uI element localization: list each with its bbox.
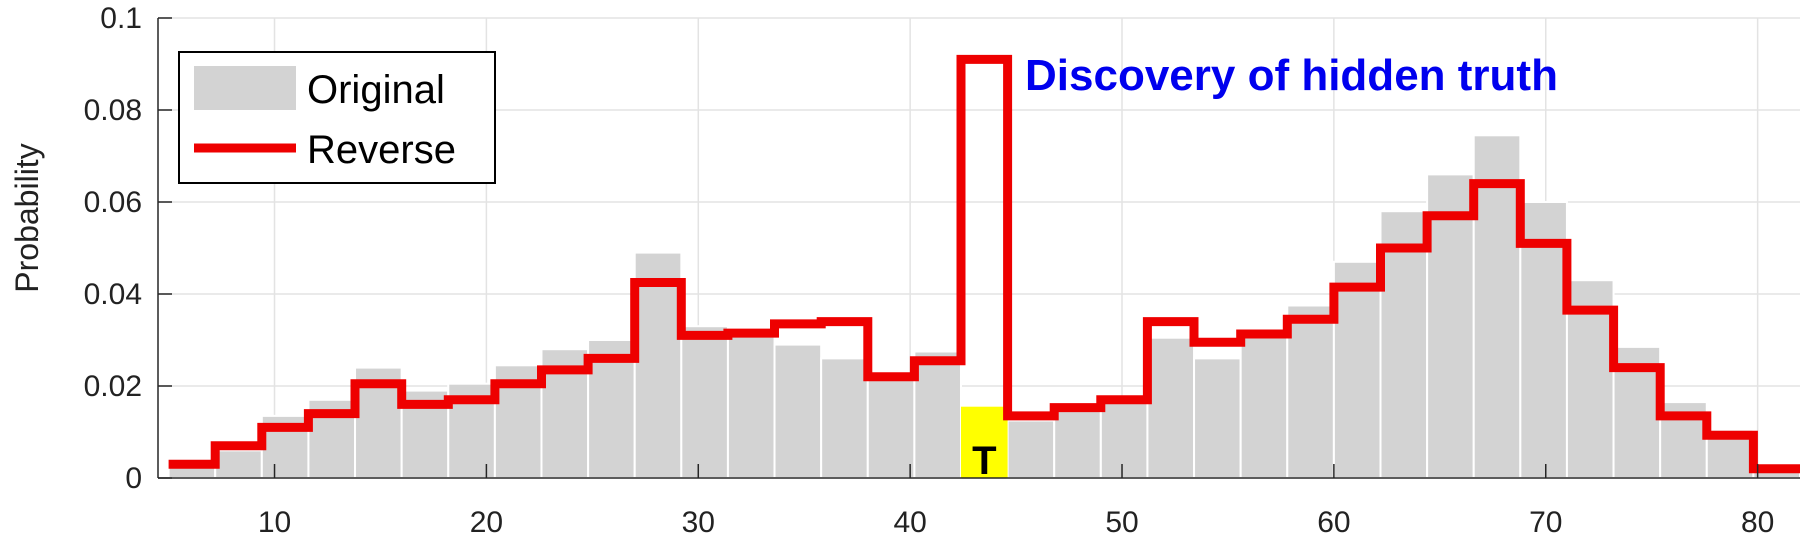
- reverse-stairs-line: [168, 54, 1800, 474]
- original-bar: [1239, 334, 1289, 479]
- original-bar: [913, 350, 962, 479]
- x-tick-label: 60: [1317, 506, 1350, 539]
- y-tick-label: 0.06: [84, 186, 142, 219]
- x-tick-label: 50: [1105, 506, 1138, 539]
- original-bar: [1332, 260, 1382, 479]
- original-bar: [726, 327, 776, 479]
- legend-label-reverse: Reverse: [307, 128, 456, 172]
- highlight-bar: [960, 406, 1008, 478]
- original-bar: [820, 357, 869, 479]
- original-bar: [1193, 357, 1242, 479]
- original-bar: [773, 343, 823, 479]
- original-bar: [1426, 173, 1475, 479]
- original-bar: [1146, 336, 1196, 480]
- y-tick-label: 0.08: [84, 94, 142, 127]
- y-axis-label: Probability: [9, 143, 45, 292]
- legend: Original Reverse: [178, 51, 496, 184]
- y-tick-labels: 0 0.02 0.04 0.06 0.08 0.1: [84, 2, 142, 495]
- axes: [157, 17, 1800, 479]
- x-tick-label: 20: [470, 506, 503, 539]
- highlight-bin: T: [960, 406, 1008, 483]
- highlight-marker-label: T: [972, 439, 996, 483]
- original-bars: [167, 134, 1802, 480]
- original-bar: [1286, 304, 1335, 479]
- y-tick-label: 0.02: [84, 370, 142, 403]
- original-bar: [1099, 398, 1149, 479]
- original-bar: [587, 339, 636, 479]
- original-bar: [1379, 210, 1429, 479]
- x-tick-label: 70: [1529, 506, 1562, 539]
- y-tick-label: 0: [125, 462, 142, 495]
- original-bar: [680, 325, 729, 480]
- original-bar: [1006, 419, 1056, 479]
- original-bar: [214, 449, 263, 479]
- annotation-text: Discovery of hidden truth: [1025, 51, 1558, 100]
- y-tick-label: 0.04: [84, 278, 142, 311]
- x-tick-label: 80: [1741, 506, 1774, 539]
- legend-label-original: Original: [307, 68, 445, 112]
- legend-swatch-original: [194, 66, 296, 110]
- original-bar: [866, 378, 916, 480]
- y-tick-label: 0.1: [100, 2, 142, 35]
- x-tick-label: 30: [682, 506, 715, 539]
- x-tick-labels: 10 20 30 40 50 60 70 80: [258, 506, 1774, 539]
- original-bar: [1053, 408, 1102, 479]
- x-tick-label: 10: [258, 506, 291, 539]
- x-tick-label: 40: [893, 506, 926, 539]
